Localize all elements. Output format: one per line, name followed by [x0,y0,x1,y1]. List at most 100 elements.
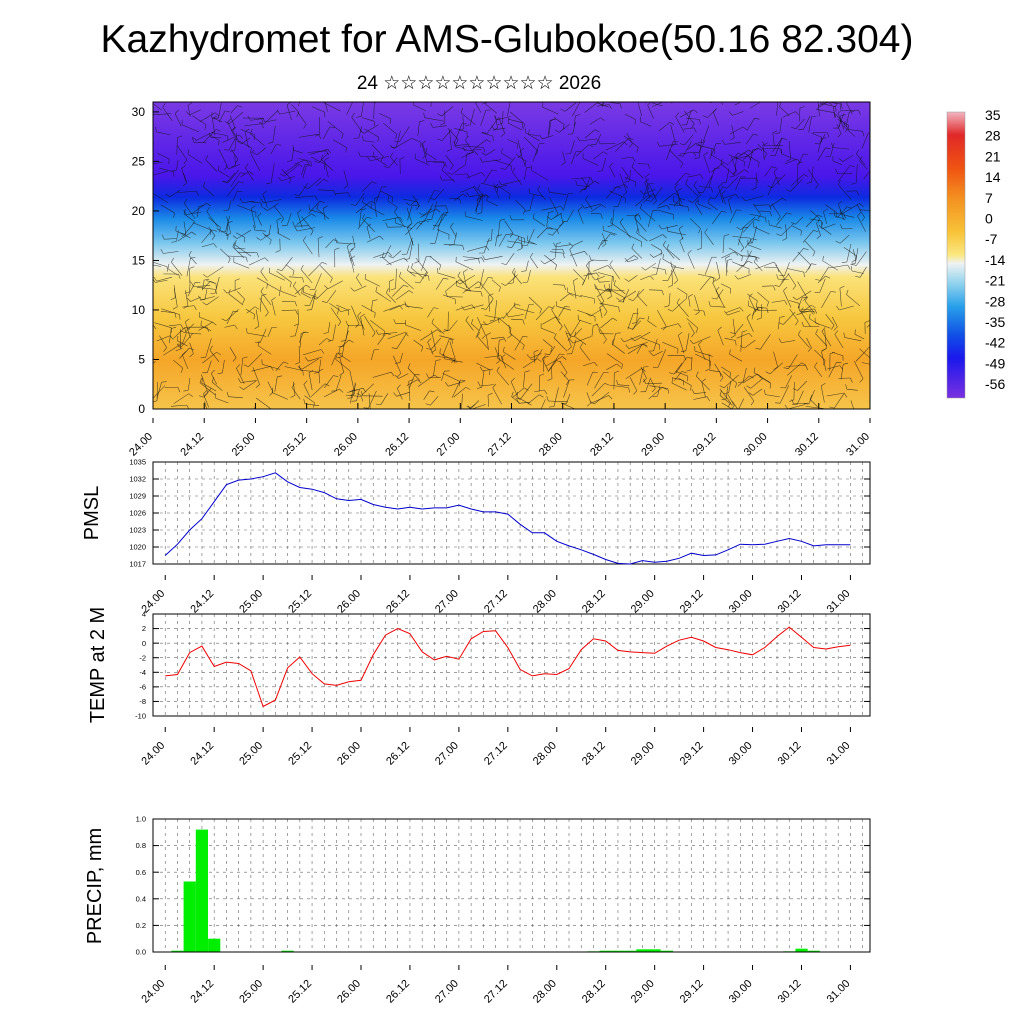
wind-barb [627,258,638,263]
wind-barb-flag [478,281,483,285]
wind-barb-flag [206,202,211,207]
wind-barb [727,310,741,316]
p2-ytick-label: 1032 [129,475,146,484]
wind-barb [189,109,202,116]
wind-barb-flag [431,318,434,324]
wind-barb [684,134,694,146]
wind-barb [318,189,335,191]
wind-barb-flag [567,336,572,341]
wind-barb-flag [477,184,481,190]
wind-barb-flag [394,374,399,379]
wind-barb-flag [837,179,841,185]
wind-barb [559,361,568,373]
wind-barb-flag [267,142,273,144]
wind-barb [740,216,756,230]
wind-barb-flag [785,189,791,192]
wind-barb [629,377,638,391]
wind-barb-flag [614,370,620,373]
wind-barb [199,316,213,323]
wind-barb [395,268,397,289]
wind-barb-flag [539,373,545,376]
wind-barb [623,334,642,343]
wind-barb [263,199,282,204]
p2-xtick-label: 27.12 [482,588,510,616]
wind-barb [523,372,526,388]
wind-barb [445,155,454,166]
wind-barb-flag [183,209,186,214]
wind-barb [346,246,352,262]
wind-barb [571,319,581,335]
wind-barb-flag [295,309,298,315]
wind-barb-flag [524,210,530,212]
wind-barb [738,238,745,248]
wind-barb-flag [625,344,630,349]
wind-barb [832,147,850,150]
wind-barb [840,364,844,380]
wind-barb [668,293,671,306]
wind-barb-flag [721,181,727,184]
wind-barb-flag [350,246,356,251]
wind-barb-flag [240,172,246,175]
wind-barb [685,333,690,351]
wind-barb [779,106,790,116]
wind-barb-flag [189,353,194,358]
wind-barb [734,323,744,335]
p2-ytick-label: 1029 [129,492,146,501]
wind-barb [382,256,392,266]
wind-barb [316,208,330,220]
wind-barb [441,106,454,117]
wind-barb [658,122,670,132]
wind-barb [470,108,475,126]
wind-barb [463,271,467,289]
wind-barb [820,102,836,107]
wind-barb [255,309,260,327]
wind-barb [454,193,464,201]
wind-barb [775,137,783,156]
wind-barb-flag [628,387,630,393]
wind-barb-flag [433,307,439,309]
wind-barb-flag [394,207,398,213]
p4-xtick-label: 25.00 [237,978,265,1006]
wind-barb-flag [727,402,731,408]
wind-barb [494,187,500,199]
wind-barb-flag [355,323,360,328]
wind-barb [406,207,413,224]
wind-barb [586,392,592,403]
wind-barb [746,317,754,332]
wind-barb-flag [758,306,764,309]
wind-barb-flag [554,264,557,270]
wind-barb [856,153,866,166]
wind-barb-flag [459,198,462,204]
wind-barb-flag [153,398,154,399]
wind-barb-flag [317,236,323,239]
wind-barb-flag [447,171,452,175]
wind-barb-flag [348,339,354,343]
wind-barb-flag [789,399,794,402]
wind-barb-flag [687,206,690,212]
wind-barb [498,117,505,134]
wind-barb-flag [421,346,424,352]
wind-barb [564,102,577,112]
wind-barb-flag [238,181,244,184]
wind-barb [788,300,799,304]
wind-barb-flag [835,106,837,112]
wind-barb [507,139,518,145]
wind-barb-flag [303,398,306,404]
wind-barb-flag [753,133,759,136]
wind-barb-flag [350,287,355,292]
wind-barb [624,113,636,120]
wind-barb [822,260,838,271]
wind-barb-flag [749,375,754,379]
wind-barb-flag [756,317,762,320]
wind-barb-flag [383,166,389,169]
wind-barb [802,115,811,130]
wind-barb-flag [750,400,755,406]
wind-barb-flag [298,365,301,371]
wind-barb [742,368,747,382]
wind-barb-flag [698,119,701,125]
wind-barb [533,218,546,227]
wind-barb [240,380,256,383]
wind-barb [529,256,539,269]
wind-barb-flag [795,111,799,116]
wind-barb [153,113,171,115]
